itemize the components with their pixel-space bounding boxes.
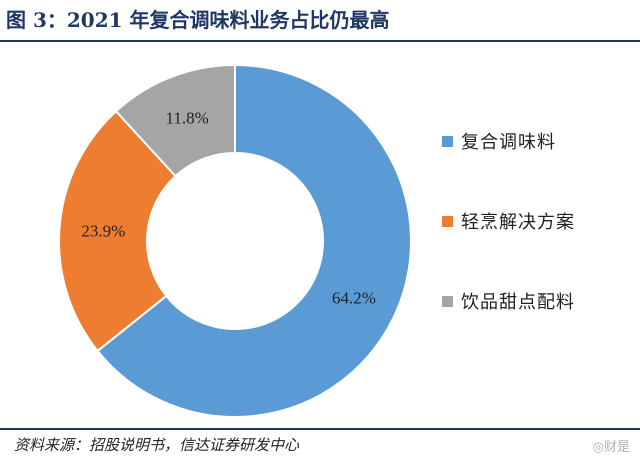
label-light-cooking: 23.9% — [81, 221, 125, 240]
source-note: 资料来源：招股说明书，信达证券研发中心 — [14, 436, 300, 454]
chart-title: 图 3：2021 年复合调味料业务占比仍最高 — [6, 8, 390, 32]
legend-swatch-compound-seasoning — [442, 135, 453, 147]
slice-compound-seasoning — [96, 63, 412, 418]
slice-beverage-dessert — [114, 63, 236, 178]
legend-item-beverage-dessert: 饮品甜点配料 — [442, 288, 575, 314]
watermark: ◎财是 — [592, 440, 630, 455]
slice-light-cooking — [58, 109, 177, 353]
title-divider — [0, 40, 640, 42]
label-compound-seasoning: 64.2% — [332, 289, 376, 308]
legend-item-compound-seasoning: 复合调味料 — [442, 128, 556, 154]
legend-swatch-beverage-dessert — [442, 295, 453, 307]
legend-label-beverage-dessert: 饮品甜点配料 — [461, 292, 575, 313]
legend-label-compound-seasoning: 复合调味料 — [461, 132, 556, 153]
label-beverage-dessert: 11.8% — [165, 108, 208, 127]
legend-item-light-cooking: 轻烹解决方案 — [442, 208, 575, 234]
legend-swatch-light-cooking — [442, 215, 453, 227]
legend-label-light-cooking: 轻烹解决方案 — [461, 212, 575, 233]
source-divider — [0, 428, 640, 430]
